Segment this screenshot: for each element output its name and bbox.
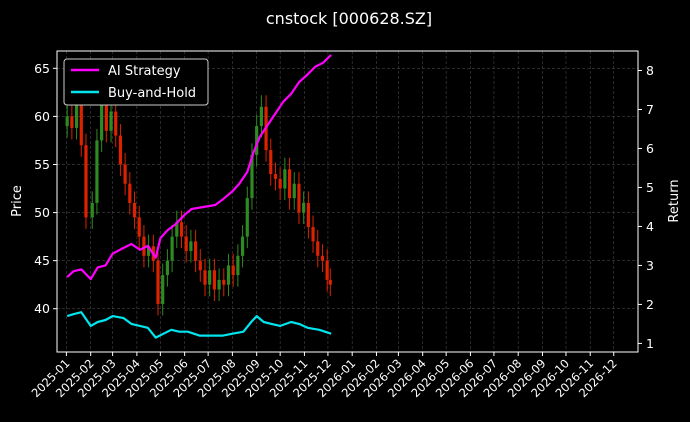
- candle-body: [179, 222, 184, 237]
- buy-and-hold-line: [66, 311, 332, 339]
- candle-body: [250, 154, 254, 199]
- candle-body: [297, 183, 301, 213]
- candle-body: [114, 111, 118, 136]
- y-right-tick-label: 3: [646, 258, 654, 273]
- candle-body: [259, 106, 263, 127]
- y-left-tick-label: 45: [34, 253, 50, 268]
- legend-label-ai-strategy: AI Strategy: [108, 64, 181, 79]
- candle-body: [132, 202, 137, 218]
- candle-body: [287, 169, 292, 199]
- candle-body: [255, 126, 259, 155]
- candle-body: [79, 92, 83, 146]
- legend-box: [63, 58, 209, 106]
- candle-body: [222, 279, 226, 285]
- candle-body: [325, 260, 329, 280]
- candle-body: [118, 135, 123, 165]
- candle-body: [292, 183, 296, 199]
- candle-body: [170, 236, 174, 261]
- y-left-tick-label: 65: [34, 61, 50, 76]
- y-right-tick-label: 5: [646, 180, 654, 195]
- candle-body: [123, 164, 127, 184]
- candle-body: [320, 255, 325, 261]
- candle-body: [236, 255, 240, 276]
- candle-body: [128, 183, 132, 203]
- candle-body: [156, 260, 160, 304]
- candle-body: [137, 217, 141, 237]
- candle-body: [147, 246, 151, 256]
- candle-body: [311, 226, 315, 242]
- line-series: [66, 54, 332, 339]
- candle-body: [193, 241, 198, 261]
- y-axis-right-label: Return: [667, 179, 682, 222]
- ai-strategy-line: [66, 54, 332, 281]
- plot-frame: [56, 50, 639, 353]
- candle-body: [175, 222, 179, 237]
- y-axis-left-label: Price: [10, 185, 25, 217]
- candle-body: [198, 260, 202, 271]
- candle-body: [302, 202, 306, 213]
- candle-body: [306, 202, 310, 227]
- candle-body: [90, 202, 94, 218]
- candle-body: [142, 236, 146, 256]
- candle-body: [100, 101, 104, 141]
- candle-body: [65, 116, 69, 127]
- y-right-tick-label: 7: [646, 102, 654, 117]
- candle-body: [84, 145, 88, 218]
- candle-body: [231, 265, 235, 276]
- y-left-tick-label: 50: [34, 205, 50, 220]
- y-left-tick-label: 40: [34, 301, 50, 316]
- candle-body: [278, 178, 282, 189]
- chart-title: cnstock [000628.SZ]: [266, 9, 432, 28]
- candle-body: [316, 241, 320, 256]
- candle-body: [184, 236, 188, 252]
- candle-body: [273, 174, 278, 179]
- y-right-tick-label: 4: [646, 219, 654, 234]
- candle-body: [245, 198, 249, 237]
- candle-body: [203, 270, 207, 285]
- candle-body: [104, 101, 108, 131]
- candle-body: [269, 150, 273, 175]
- candle-body: [189, 241, 193, 252]
- candle-body: [70, 116, 74, 128]
- candle-body: [208, 270, 212, 285]
- candle-body: [161, 275, 165, 304]
- y-left-tick-label: 60: [34, 109, 50, 124]
- y-right-tick-label: 8: [646, 63, 654, 78]
- y-right-tick-label: 2: [646, 297, 654, 312]
- candle-body: [328, 279, 332, 285]
- y-right-tick-label: 6: [646, 141, 654, 156]
- candle-body: [283, 169, 287, 189]
- candle-body: [240, 236, 245, 256]
- candle-body: [95, 140, 99, 203]
- y-left-tick-label: 55: [34, 157, 50, 172]
- candle-body: [217, 279, 221, 290]
- legend-label-buy-and-hold: Buy-and-Hold: [108, 86, 196, 101]
- candlestick-series: [65, 80, 332, 316]
- candle-body: [74, 92, 79, 128]
- legend: AI Strategy Buy-and-Hold: [63, 58, 209, 106]
- candle-body: [212, 270, 216, 290]
- candle-body: [226, 265, 231, 285]
- candle-body: [109, 111, 113, 131]
- y-right-tick-label: 1: [646, 336, 654, 351]
- candle-body: [165, 260, 170, 276]
